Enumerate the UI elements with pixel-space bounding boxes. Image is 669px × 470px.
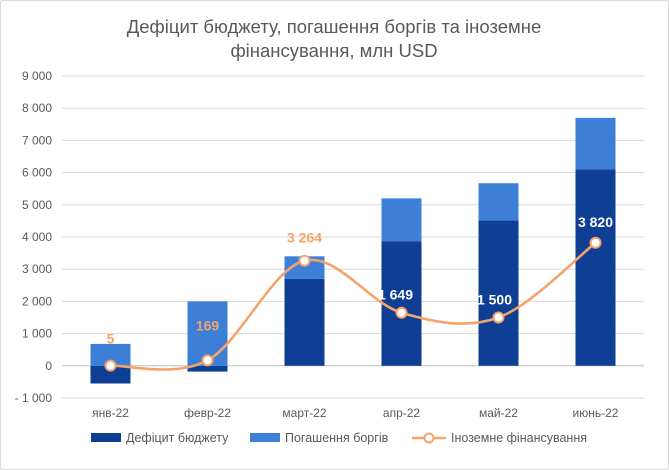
- legend: Дефіцит бюджету Погашення боргів Іноземн…: [91, 431, 587, 445]
- data-label-foreign-financing: 1 649: [378, 287, 413, 303]
- data-label-foreign-financing: 3 264: [287, 230, 322, 246]
- bar-budget-deficit: [381, 241, 422, 366]
- x-tick-label: март-22: [282, 406, 327, 420]
- x-axis-tick-labels: янв-22 февр-22 март-22 апр-22 май-22 июнь-22: [92, 406, 619, 420]
- y-tick-label: 1 000: [22, 327, 52, 341]
- bar-budget-deficit: [90, 365, 131, 384]
- y-axis-tick-labels: - 1 000 0 1 000 2 000 3 000 4 000 5 000 6 000 7 …: [15, 69, 53, 405]
- x-tick-label: апр-22: [383, 406, 421, 420]
- bar-series: [90, 117, 616, 384]
- line-series: [104, 236, 602, 372]
- bar-debt-repayment: [478, 183, 519, 221]
- chart-title-line-2: фінансування, млн USD: [230, 40, 437, 61]
- data-label-foreign-financing: 1 500: [477, 292, 512, 308]
- x-tick-label: янв-22: [92, 406, 129, 420]
- bar-debt-repayment: [284, 256, 325, 279]
- line-data-labels: 5 169 3 264 1 649 1 500 3 820: [107, 214, 614, 347]
- y-tick-label: - 1 000: [15, 391, 53, 405]
- bar-budget-deficit: [478, 220, 519, 366]
- legend-label-budget-deficit: Дефіцит бюджету: [126, 431, 229, 445]
- marker-foreign-financing: [395, 306, 408, 319]
- y-tick-label: 4 000: [22, 230, 52, 244]
- line-foreign-financing: [110, 241, 597, 371]
- x-tick-label: июнь-22: [573, 406, 619, 420]
- legend-swatch-budget-deficit: [91, 433, 121, 442]
- bar-budget-deficit: [575, 169, 616, 366]
- y-tick-label: 7 000: [22, 133, 52, 147]
- bar-budget-deficit: [284, 278, 325, 366]
- legend-swatch-debt-repayment: [250, 433, 280, 442]
- marker-foreign-financing: [201, 354, 214, 367]
- y-tick-label: 3 000: [22, 262, 52, 276]
- x-tick-label: февр-22: [184, 406, 231, 420]
- y-tick-label: 6 000: [22, 166, 52, 180]
- bar-debt-repayment: [381, 198, 422, 242]
- marker-foreign-financing: [298, 254, 311, 267]
- legend-label-debt-repayment: Погашення боргів: [285, 431, 389, 445]
- bar-budget-deficit: [187, 365, 228, 372]
- data-label-foreign-financing: 5: [107, 331, 115, 347]
- y-tick-label: 8 000: [22, 101, 52, 115]
- legend-label-foreign-financing: Іноземне фінансування: [451, 431, 587, 445]
- legend-marker-foreign-financing: [423, 432, 435, 444]
- data-label-foreign-financing: 169: [196, 317, 220, 333]
- y-tick-label: 9 000: [22, 69, 52, 83]
- grid-lines: [62, 75, 644, 399]
- y-tick-label: 5 000: [22, 198, 52, 212]
- y-tick-label: 2 000: [22, 294, 52, 308]
- marker-foreign-financing: [492, 311, 505, 324]
- marker-foreign-financing: [589, 236, 602, 249]
- x-tick-label: май-22: [479, 406, 518, 420]
- data-label-foreign-financing: 3 820: [578, 214, 613, 230]
- marker-foreign-financing: [104, 359, 117, 372]
- chart-title-line-1: Дефіцит бюджету, погашення боргів та іно…: [127, 16, 542, 37]
- y-tick-label: 0: [45, 359, 52, 373]
- bar-debt-repayment: [575, 117, 616, 170]
- bar-debt-repayment: [90, 343, 131, 366]
